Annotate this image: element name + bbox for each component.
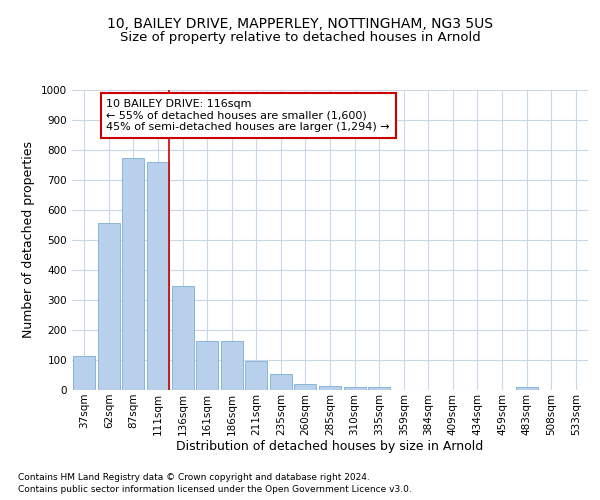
Bar bbox=[147, 162, 169, 390]
Text: Size of property relative to detached houses in Arnold: Size of property relative to detached ho… bbox=[119, 31, 481, 44]
Bar bbox=[319, 386, 341, 390]
Text: Contains public sector information licensed under the Open Government Licence v3: Contains public sector information licen… bbox=[18, 485, 412, 494]
Bar bbox=[122, 158, 145, 390]
Bar bbox=[245, 361, 268, 390]
Bar bbox=[73, 356, 95, 390]
Bar bbox=[98, 223, 120, 390]
Bar bbox=[515, 387, 538, 390]
Bar bbox=[270, 374, 292, 390]
Bar bbox=[221, 341, 243, 390]
Text: 10 BAILEY DRIVE: 116sqm
← 55% of detached houses are smaller (1,600)
45% of semi: 10 BAILEY DRIVE: 116sqm ← 55% of detache… bbox=[106, 99, 390, 132]
Bar bbox=[295, 384, 316, 390]
Bar bbox=[172, 286, 194, 390]
Bar bbox=[196, 341, 218, 390]
Text: 10, BAILEY DRIVE, MAPPERLEY, NOTTINGHAM, NG3 5US: 10, BAILEY DRIVE, MAPPERLEY, NOTTINGHAM,… bbox=[107, 18, 493, 32]
Y-axis label: Number of detached properties: Number of detached properties bbox=[22, 142, 35, 338]
Bar bbox=[368, 387, 390, 390]
X-axis label: Distribution of detached houses by size in Arnold: Distribution of detached houses by size … bbox=[176, 440, 484, 454]
Bar bbox=[344, 387, 365, 390]
Text: Contains HM Land Registry data © Crown copyright and database right 2024.: Contains HM Land Registry data © Crown c… bbox=[18, 472, 370, 482]
